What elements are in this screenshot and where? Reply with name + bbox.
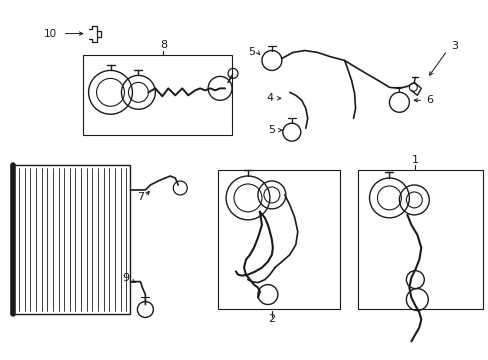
Bar	[357, 170, 482, 310]
Text: 9: 9	[122, 273, 129, 283]
Text: 4: 4	[266, 93, 273, 103]
Text: 1: 1	[411, 155, 418, 165]
Text: 7: 7	[137, 192, 143, 202]
Bar	[218, 170, 339, 310]
Bar	[82, 55, 232, 135]
Text: 8: 8	[160, 40, 166, 50]
Text: 5: 5	[248, 48, 255, 58]
Text: 2: 2	[268, 314, 275, 324]
Text: 10: 10	[44, 28, 57, 39]
Text: 3: 3	[450, 41, 457, 50]
Text: 6: 6	[425, 95, 432, 105]
Bar	[11, 165, 130, 315]
Text: 5: 5	[268, 125, 275, 135]
